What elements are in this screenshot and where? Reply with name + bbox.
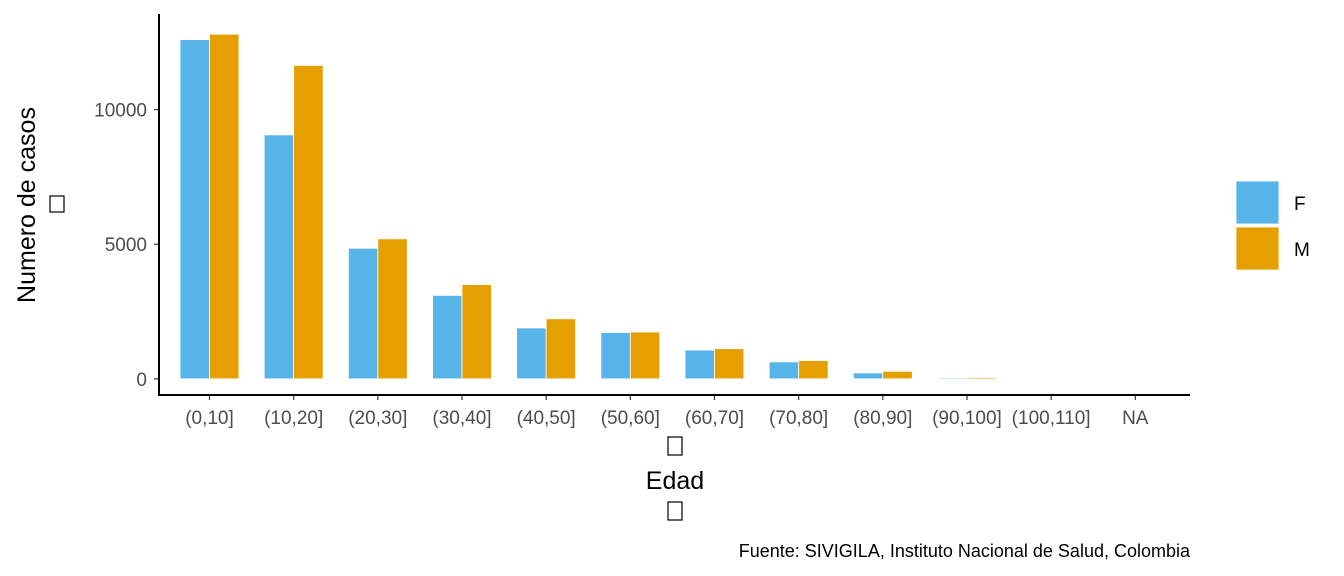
bar-f-9 — [937, 377, 968, 380]
bar-m-9 — [966, 377, 997, 380]
x-tick-label-6: (60,70] — [685, 408, 744, 429]
bar-m-7 — [798, 360, 829, 380]
x-tick-label-2: (20,30] — [348, 408, 407, 429]
x-tick-label-0: (0,10] — [185, 408, 234, 429]
chart-caption: Fuente: SIVIGILA, Instituto Nacional de … — [739, 541, 1191, 561]
x-tick-label-10: (100,110] — [1012, 408, 1091, 429]
bar-m-5 — [629, 331, 661, 380]
y-tick-label-0: 0 — [136, 370, 147, 391]
legend: F M — [1235, 180, 1310, 271]
bar-f-4 — [516, 327, 547, 380]
x-axis-title: Edad — [646, 467, 704, 495]
bar-f-0 — [179, 39, 210, 380]
x-tick-label-3: (30,40] — [432, 408, 491, 429]
legend-key-f — [1235, 180, 1280, 225]
y-axis-title: Numero de casos — [13, 107, 41, 303]
bar-m-3 — [461, 284, 492, 380]
x-axis-ticks: (0,10] (10,20] (20,30] (30,40] (40,50] (50,60… — [185, 395, 1149, 429]
x-tick-label-5: (50,60] — [601, 408, 660, 429]
bar-m-10 — [1050, 378, 1081, 380]
x-tick-label-9: (90,100] — [932, 408, 1002, 429]
legend-label-f: F — [1294, 194, 1306, 215]
y-axis-title-glyph-box — [49, 195, 65, 213]
legend-key-m — [1235, 226, 1280, 271]
bar-m-8 — [882, 370, 913, 380]
bar-f-1 — [263, 134, 295, 380]
bar-f-2 — [347, 247, 379, 380]
bar-m-4 — [545, 318, 577, 380]
bar-m-11 — [1134, 377, 1166, 380]
x-axis-title-glyph-box-top — [667, 436, 683, 456]
x-tick-label-8: (80,90] — [853, 408, 912, 429]
bar-m-6 — [714, 348, 745, 380]
x-tick-label-11: NA — [1122, 408, 1149, 429]
x-tick-label-1: (10,20] — [264, 408, 323, 429]
legend-label-m: M — [1294, 240, 1310, 261]
y-axis-ticks: 0 5000 10000 — [94, 101, 159, 391]
bar-f-8 — [852, 372, 884, 380]
x-tick-label-4: (40,50] — [517, 408, 576, 429]
bar-m-2 — [377, 238, 408, 380]
x-tick-label-7: (70,80] — [769, 408, 828, 429]
x-axis-title-glyph-box-bottom — [667, 501, 683, 521]
bar-m-0 — [209, 33, 240, 380]
bar-f-7 — [768, 361, 800, 380]
bar-f-5 — [600, 332, 631, 380]
y-tick-label-1: 5000 — [105, 235, 147, 256]
y-tick-label-2: 10000 — [94, 101, 147, 122]
bar-f-11 — [1105, 377, 1136, 380]
bar-m-1 — [293, 65, 324, 380]
bar-f-3 — [432, 294, 463, 380]
bar-f-10 — [1021, 378, 1052, 380]
bars-group — [179, 33, 1166, 380]
bar-f-6 — [684, 349, 715, 380]
